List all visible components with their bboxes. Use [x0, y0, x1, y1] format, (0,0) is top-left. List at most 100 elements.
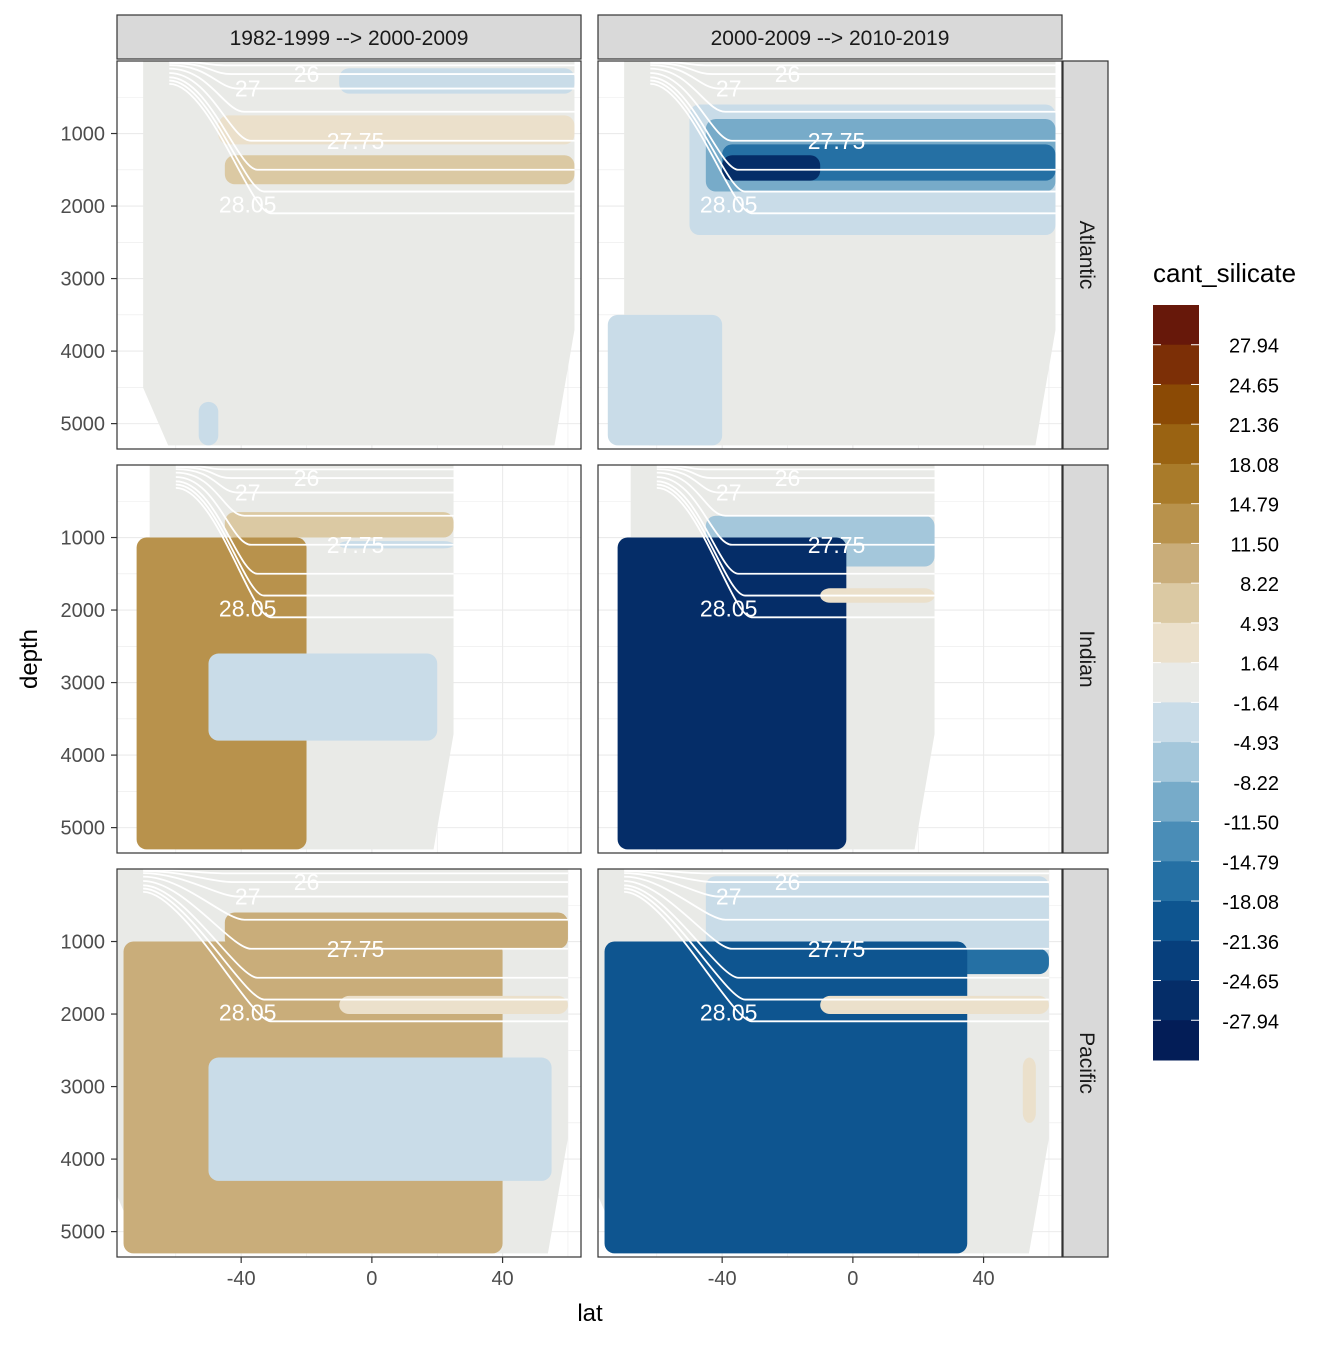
isopycnal-line — [169, 62, 575, 75]
facet-panel: 26 27 27.75 28.05 — [597, 868, 1063, 1258]
row-strip-label: Indian — [1075, 630, 1098, 687]
legend-swatch — [1153, 503, 1199, 544]
y-tick-label: 1000 — [61, 932, 106, 954]
contour-fill-group — [143, 61, 575, 446]
legend-label: 18.08 — [1229, 455, 1279, 477]
isopycnal-label: 28.05 — [700, 192, 758, 218]
isopycnal-label: 28.05 — [700, 596, 758, 622]
panel-border — [116, 60, 582, 450]
y-tick-label: 4000 — [61, 745, 106, 767]
y-tick-label: 1000 — [61, 528, 106, 550]
legend-label: -14.79 — [1222, 852, 1279, 874]
column-strip — [597, 14, 1063, 60]
isopycnal-label: 27 — [716, 884, 742, 910]
isopycnal-line — [143, 869, 568, 875]
contour-region — [339, 995, 568, 1015]
isopycnal-line — [624, 872, 1049, 898]
legend-label: -24.65 — [1222, 972, 1279, 994]
isopycnal-label: 28.05 — [219, 192, 277, 218]
legend-label: -27.94 — [1222, 1011, 1279, 1033]
y-tick-label: 4000 — [61, 341, 106, 363]
isopycnal-label: 26 — [775, 61, 801, 87]
isopycnal-line — [175, 465, 454, 471]
contour-region — [224, 912, 568, 949]
legend-swatch — [1153, 583, 1199, 624]
legend-label: 14.79 — [1229, 495, 1279, 517]
legend-label: 1.64 — [1240, 654, 1279, 676]
isopycnal-lines — [175, 465, 454, 619]
isopycnal-label: 26 — [294, 61, 320, 87]
legend-swatch — [1153, 384, 1199, 425]
isopycnal-line — [624, 875, 1049, 921]
contour-region — [218, 115, 575, 145]
legend-swatch — [1153, 742, 1199, 783]
legend-swatch — [1153, 861, 1199, 902]
contour-region — [208, 1057, 552, 1181]
facet-panel: 26 27 27.75 28.05 — [597, 464, 1063, 854]
isopycnal-label: 27 — [716, 480, 742, 506]
y-tick-label: 3000 — [61, 269, 106, 291]
isopycnal-label: 27.75 — [808, 532, 866, 558]
contour-region — [607, 314, 723, 446]
legend-label: 27.94 — [1229, 336, 1279, 358]
isopycnal-line — [650, 61, 1056, 67]
isopycnal-line — [650, 72, 1056, 142]
legend-label: 8.22 — [1240, 574, 1279, 596]
legend-swatch — [1153, 821, 1199, 862]
isopycnal-label: 27 — [716, 76, 742, 102]
y-tick-label: 4000 — [61, 1149, 106, 1171]
legend-label: -18.08 — [1222, 892, 1279, 914]
isopycnal-line — [624, 880, 1049, 950]
y-tick-label: 5000 — [61, 414, 106, 436]
isopycnal-line — [656, 483, 935, 597]
contour-region — [722, 155, 821, 181]
column-strip — [116, 14, 582, 60]
isopycnal-line — [656, 486, 935, 619]
legend-swatch — [1153, 781, 1199, 823]
legend-label: 21.36 — [1229, 415, 1279, 437]
x-tick-label: 40 — [972, 1268, 994, 1290]
y-axis-title: depth — [16, 629, 43, 689]
contour-fill-group — [117, 869, 568, 1254]
contour-region — [208, 653, 438, 741]
legend-label: 24.65 — [1229, 375, 1279, 397]
isopycnal-line — [624, 884, 1049, 979]
isopycnal-line — [143, 870, 568, 883]
isopycnal-line — [175, 480, 454, 575]
isopycnal-label: 27 — [235, 480, 261, 506]
panel-border — [597, 60, 1063, 450]
isopycnal-line — [656, 480, 935, 575]
facet-panel: 26 27 27.75 28.05 — [116, 868, 582, 1258]
isopycnal-lines — [650, 61, 1056, 215]
contour-fill-group — [136, 465, 454, 850]
isopycnal-line — [169, 67, 575, 113]
isopycnal-line — [656, 466, 935, 479]
isopycnal-line — [169, 72, 575, 142]
legend-label: 11.50 — [1230, 534, 1279, 556]
x-tick-label: -40 — [708, 1268, 737, 1290]
row-strip-label: Atlantic — [1075, 221, 1098, 290]
legend-swatch — [1153, 662, 1199, 703]
y-tick-label: 3000 — [61, 1077, 106, 1099]
legend-swatch — [1153, 901, 1199, 942]
legend-label: -21.36 — [1222, 932, 1279, 954]
isopycnal-line — [143, 875, 568, 921]
isopycnal-lines — [656, 465, 935, 619]
isopycnal-line — [650, 67, 1056, 113]
isopycnal-line — [175, 486, 454, 619]
isopycnal-label: 27.75 — [327, 128, 385, 154]
isopycnal-line — [656, 468, 935, 494]
legend-title: cant_silicate — [1153, 258, 1296, 288]
isopycnal-line — [650, 82, 1056, 215]
y-tick-label: 3000 — [61, 673, 106, 695]
isopycnal-label: 28.05 — [219, 596, 277, 622]
isopycnal-line — [624, 887, 1049, 1001]
isopycnal-line — [656, 471, 935, 517]
legend-swatch — [1153, 980, 1199, 1021]
column-strip-label: 2000-2009 --> 2010-2019 — [711, 27, 950, 50]
isopycnal-line — [656, 476, 935, 546]
panel-border — [597, 868, 1063, 1258]
legend-swatch — [1153, 702, 1199, 743]
isopycnal-label: 27.75 — [808, 128, 866, 154]
legend-swatch — [1153, 305, 1199, 346]
